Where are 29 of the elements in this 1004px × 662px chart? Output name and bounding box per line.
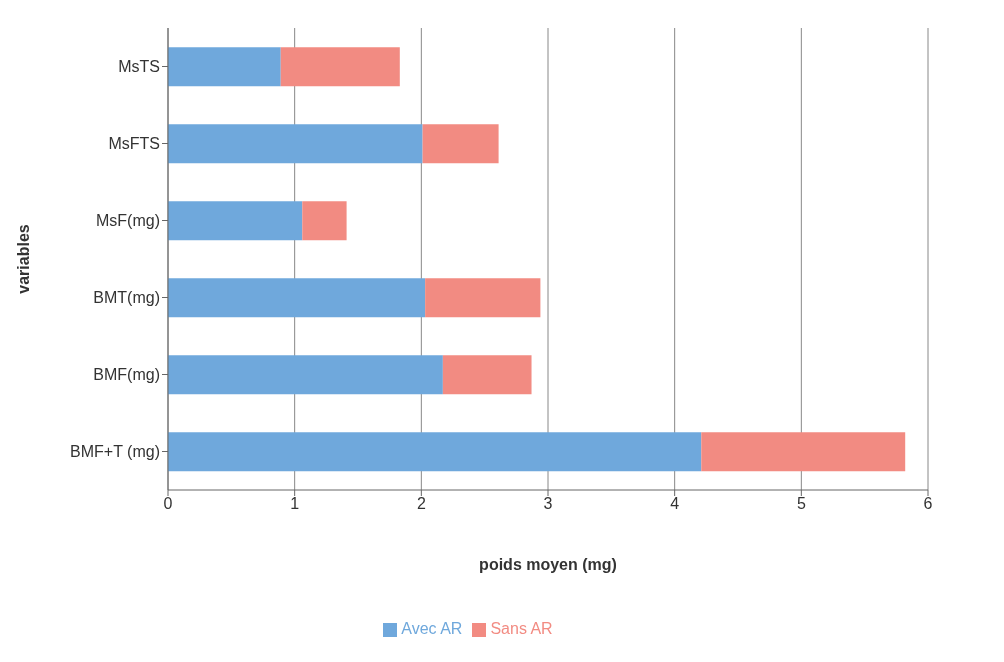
bar <box>280 47 400 87</box>
y-tick-label: MsF(mg) <box>96 212 160 230</box>
bar <box>168 201 303 241</box>
bar <box>168 355 443 395</box>
y-tick-label: BMF+T (mg) <box>70 443 160 461</box>
y-tick-label: BMT(mg) <box>93 289 160 307</box>
x-tick-label: 1 <box>290 495 300 513</box>
x-tick-label: 3 <box>543 495 553 513</box>
x-axis-title: poids moyen (mg) <box>479 556 617 573</box>
bar <box>168 47 281 87</box>
bar <box>442 355 532 395</box>
x-tick-label: 4 <box>670 495 680 513</box>
legend-label: Avec AR <box>401 620 463 637</box>
bar <box>425 278 541 318</box>
legend-label: Sans AR <box>490 620 553 637</box>
y-axis-title: variables <box>14 224 32 294</box>
y-tick-label: BMF(mg) <box>93 366 160 384</box>
y-tick-label: MsFTS <box>108 135 160 153</box>
x-tick-label: 2 <box>416 495 426 513</box>
bar <box>701 432 906 472</box>
x-tick-label: 0 <box>163 495 173 513</box>
bar <box>168 432 702 472</box>
bar <box>168 278 426 318</box>
bar <box>168 124 423 164</box>
x-tick-label: 6 <box>923 495 933 513</box>
bar <box>422 124 499 164</box>
y-tick-label: MsTS <box>118 58 160 76</box>
bar <box>302 201 347 241</box>
x-tick-label: 5 <box>796 495 806 513</box>
